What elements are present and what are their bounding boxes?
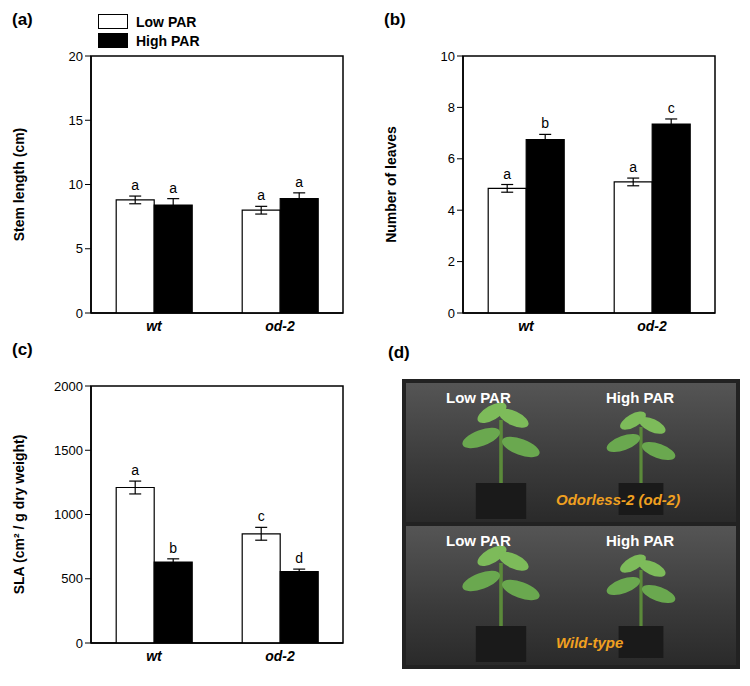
html-text:High PAR: High PAR [136,32,200,49]
svg-text:a: a [257,187,265,203]
html-text:Wild-type: Wild-type [556,634,624,651]
svg-text:2: 2 [448,254,455,269]
svg-text:od-2: od-2 [265,318,295,334]
html-text:(d): (d) [388,343,410,362]
svg-text:10: 10 [69,177,83,192]
svg-text:0: 0 [76,306,83,321]
svg-text:8: 8 [448,100,455,115]
svg-text:c: c [258,508,265,524]
html-text:(b): (b) [384,10,406,29]
html-text:Low PAR: Low PAR [446,532,511,549]
svg-text:0: 0 [448,306,455,321]
svg-text:d: d [295,550,303,566]
svg-text:15: 15 [69,113,83,128]
html-text:(c): (c) [12,340,33,359]
svg-text:a: a [169,180,177,196]
svg-text:1500: 1500 [54,443,83,458]
svg-text:4: 4 [448,203,455,218]
svg-text:a: a [131,177,139,193]
svg-text:SLA (cm² / g dry weight): SLA (cm² / g dry weight) [11,435,27,595]
html-text:Low PAR: Low PAR [136,13,197,30]
svg-text:wt: wt [146,318,163,334]
svg-text:od-2: od-2 [637,318,667,334]
svg-text:a: a [131,462,139,478]
svg-text:Stem length (cm): Stem length (cm) [11,128,27,242]
svg-text:0: 0 [76,636,83,651]
svg-text:Number of leaves: Number of leaves [383,126,399,243]
html-text:Odorless-2 (od-2): Odorless-2 (od-2) [556,491,681,508]
svg-text:5: 5 [76,241,83,256]
svg-text:a: a [629,159,637,175]
svg-text:6: 6 [448,151,455,166]
svg-text:wt: wt [146,648,163,664]
svg-text:a: a [295,174,303,190]
svg-text:500: 500 [61,571,83,586]
svg-text:2000: 2000 [54,379,83,394]
svg-text:c: c [668,100,675,116]
html-text:High PAR: High PAR [606,389,675,406]
html-text:High PAR: High PAR [606,532,675,549]
svg-text:b: b [541,115,549,131]
svg-text:wt: wt [518,318,535,334]
svg-text:od-2: od-2 [265,648,295,664]
svg-text:1000: 1000 [54,507,83,522]
svg-text:20: 20 [69,49,83,64]
html-text:Low PAR: Low PAR [446,389,511,406]
svg-text:10: 10 [441,49,455,64]
svg-text:b: b [169,540,177,556]
html-text:(a): (a) [12,10,33,29]
svg-text:a: a [503,166,511,182]
